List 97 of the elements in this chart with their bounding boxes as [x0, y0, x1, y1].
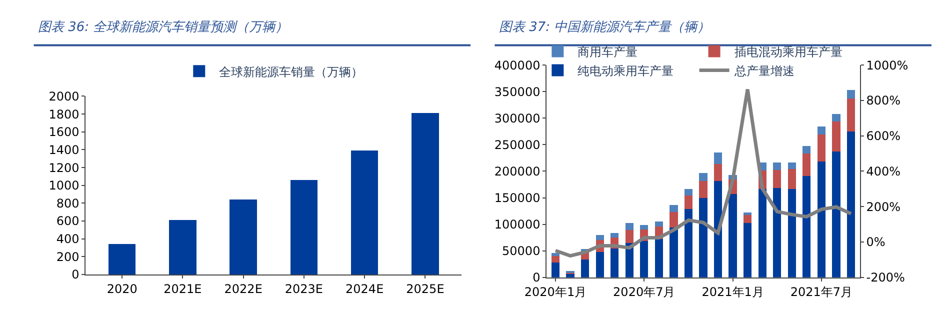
bar: [817, 134, 826, 162]
x-tick-label: 2025E: [406, 282, 444, 296]
bar: [684, 196, 693, 209]
bar: [230, 200, 257, 275]
x-tick-label: 2021年7月: [790, 284, 853, 299]
line-series: [554, 88, 853, 258]
y2-tick-label: -200%: [866, 270, 905, 285]
y-tick-label: 0: [72, 268, 80, 282]
bar: [670, 227, 678, 278]
bar: [551, 262, 560, 278]
bar: [290, 180, 318, 275]
y-tick-label: 300000: [494, 111, 540, 126]
y-tick-label: 150000: [494, 190, 540, 205]
y2-tick-label: 800%: [866, 94, 901, 108]
bar: [625, 223, 634, 230]
x-tick-label: 2024E: [346, 282, 384, 296]
bar: [788, 169, 796, 189]
bar: [744, 214, 752, 224]
y2-tick-label: 400%: [866, 164, 901, 178]
y-tick-label: 1600: [48, 125, 80, 140]
bar: [773, 188, 782, 278]
y-tick-label: 2000: [48, 89, 80, 104]
y2-tick-label: 200%: [866, 200, 901, 214]
y2-tick-label: 1000%: [866, 58, 908, 72]
bar: [640, 224, 648, 230]
y-tick-label: 250000: [494, 138, 540, 152]
bar: [802, 176, 811, 278]
bar: [846, 90, 856, 99]
bar: [788, 162, 796, 170]
x-tick-label: 2020年1月: [524, 284, 587, 299]
bar: [684, 208, 693, 278]
bar: [610, 232, 619, 238]
y-tick-label: 600: [56, 214, 80, 228]
bar: [728, 194, 737, 278]
y2-tick-label: 0%: [866, 235, 886, 250]
bar: [699, 180, 708, 198]
bar: [670, 212, 678, 228]
y-tick-label: 200000: [494, 164, 540, 178]
bar: [788, 188, 796, 278]
bar: [640, 240, 648, 278]
x-tick-label: 2021年1月: [702, 284, 764, 299]
legend-label: 总产量增速: [733, 64, 794, 78]
bar: [610, 248, 619, 278]
bar: [580, 259, 590, 278]
legend-label: 纯电动乘用车产量: [578, 64, 674, 78]
bar: [699, 198, 708, 278]
bar: [350, 150, 378, 275]
y-tick-label: 50000: [502, 244, 540, 258]
x-tick-label: 2020: [106, 282, 138, 296]
bar: [714, 164, 722, 181]
y-tick-label: 1200: [48, 160, 80, 175]
x-tick-label: 2023E: [284, 282, 324, 296]
bar: [802, 146, 811, 154]
y-tick-label: 400: [56, 232, 80, 246]
chart-title: 图表 37: 中国新能源汽车产量（辆）: [499, 20, 710, 35]
bar: [108, 244, 136, 275]
bar: [654, 239, 663, 278]
bar: [551, 256, 560, 262]
bar: [169, 220, 196, 275]
bar: [714, 152, 722, 164]
bar: [744, 223, 752, 278]
bar: [670, 205, 678, 212]
bar: [802, 154, 811, 176]
bar: [412, 113, 439, 275]
bar: [817, 126, 826, 135]
y-tick-label: 200: [56, 250, 80, 264]
bar: [832, 121, 840, 152]
y-tick-label: 800: [56, 196, 80, 210]
legend-label: 插电混动乘用车产量: [734, 44, 842, 59]
legend-label: 全球新能源车销量（万辆）: [219, 64, 364, 79]
x-tick-label: 2021E: [164, 282, 202, 296]
y-tick-label: 400000: [494, 58, 540, 72]
x-tick-label: 2022E: [224, 282, 262, 296]
bar: [596, 234, 604, 240]
bar: [832, 114, 840, 122]
y-tick-label: 1400: [48, 142, 80, 157]
y-tick-label: 1000: [48, 178, 80, 193]
legend-label: 商用车产量: [578, 44, 638, 59]
bar: [817, 162, 826, 278]
y2-tick-label: 600%: [866, 129, 901, 144]
bar: [625, 230, 634, 243]
y-tick-label: 0: [532, 270, 540, 285]
bar: [758, 188, 766, 278]
bar: [846, 131, 856, 278]
bar: [832, 152, 840, 278]
bar: [773, 162, 782, 170]
y-tick-label: 350000: [494, 84, 540, 99]
bar: [596, 252, 604, 278]
chart-title: 图表 36: 全球新能源汽车销量预测（万辆）: [38, 20, 288, 35]
bar: [846, 98, 856, 132]
bar: [699, 172, 708, 181]
bar: [773, 170, 782, 188]
y-tick-label: 100000: [494, 218, 540, 232]
y-tick-label: 1800: [48, 107, 80, 122]
x-tick-label: 2020年7月: [613, 284, 676, 299]
bar: [684, 188, 693, 196]
bar: [654, 222, 663, 226]
